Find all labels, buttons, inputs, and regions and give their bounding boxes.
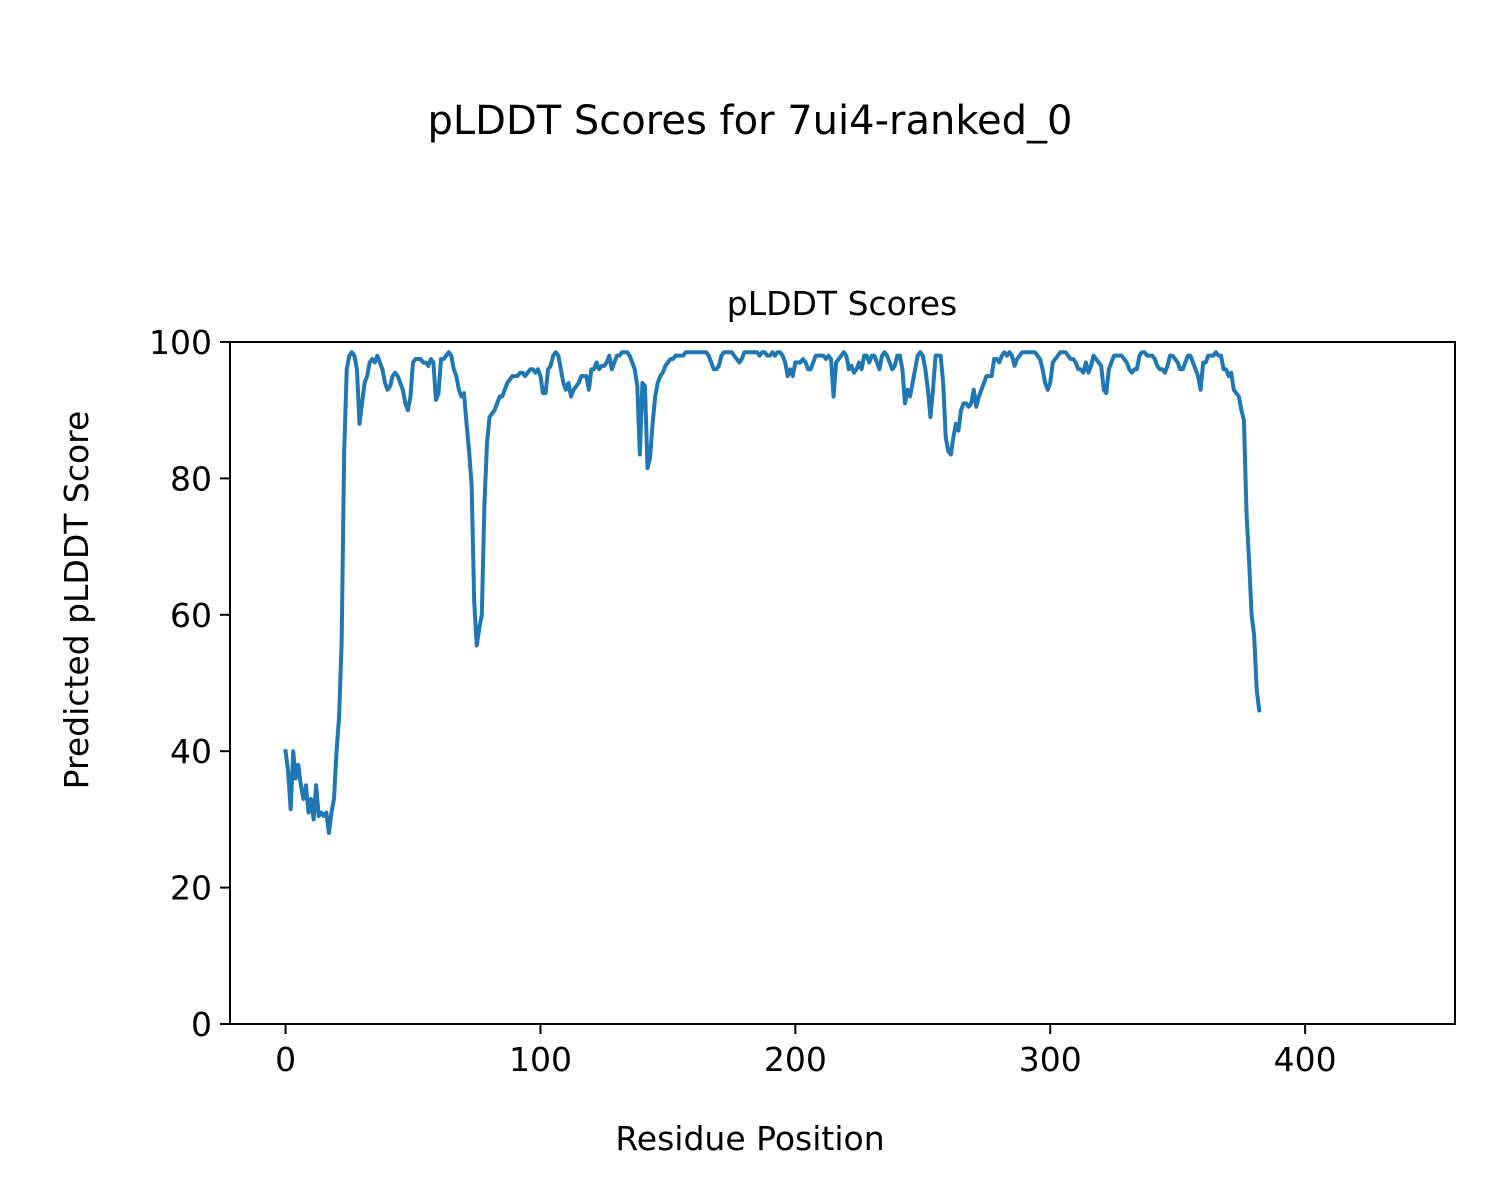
x-axis-label: Residue Position [615, 1119, 884, 1158]
y-tick-label: 20 [170, 869, 212, 908]
series-line-0 [283, 350, 1262, 836]
y-tick-label: 80 [170, 459, 212, 498]
y-tick-label: 40 [170, 732, 212, 771]
figure-suptitle: pLDDT Scores for 7ui4-ranked_0 [427, 98, 1072, 144]
y-tick-label: 60 [170, 596, 212, 635]
y-axis-ticks: 0 20 40 60 80 100 [149, 323, 230, 1044]
x-axis-ticks: 0 100 200 300 400 [275, 1024, 1337, 1079]
plot-frame [229, 341, 1456, 1025]
chart-title: pLDDT Scores [727, 284, 957, 323]
x-tick-label: 300 [1019, 1040, 1082, 1079]
x-tick-label: 400 [1274, 1040, 1337, 1079]
y-axis-label: Predicted pLDDT Score [57, 411, 96, 790]
plot-series-group [283, 350, 1262, 836]
y-tick-label: 0 [191, 1005, 212, 1044]
x-tick-label: 0 [275, 1040, 296, 1079]
x-tick-label: 200 [764, 1040, 827, 1079]
y-tick-label: 100 [149, 323, 212, 362]
x-tick-label: 100 [509, 1040, 572, 1079]
